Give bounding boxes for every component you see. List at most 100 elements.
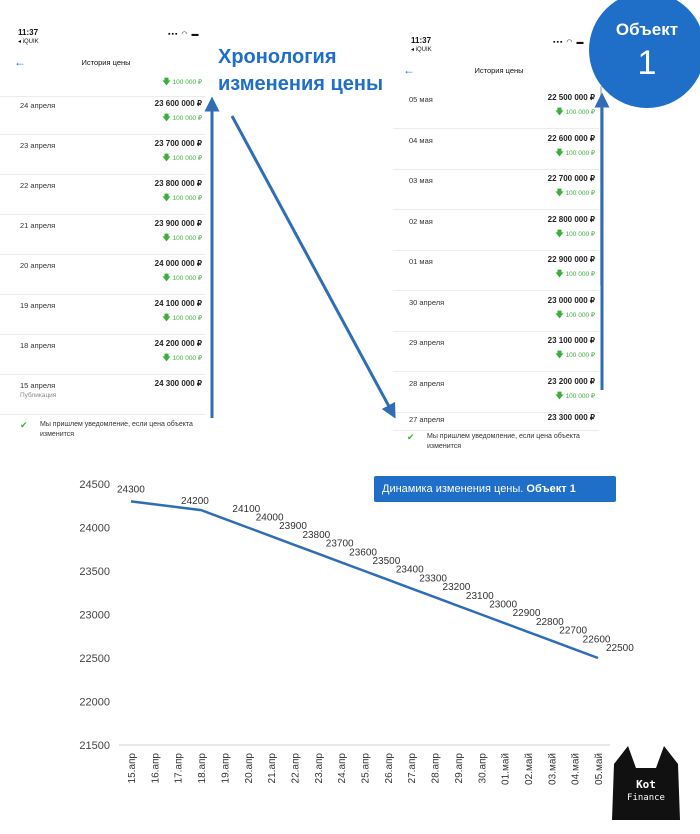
row-price: 23 100 000 ₽ <box>547 336 595 345</box>
down-arrow-icon: 🡇 <box>555 228 564 238</box>
x-tick-label: 15.апр <box>127 753 138 784</box>
annotation-title: Хронология изменения цены <box>218 46 384 95</box>
row-date: 30 апреля <box>409 297 445 307</box>
row-price: 24 300 000 ₽ <box>154 379 202 388</box>
down-arrow-icon: 🡇 <box>162 313 171 322</box>
list-item: 03 мая 22 700 000 ₽ 🡇 100 000 ₽ <box>393 169 599 210</box>
down-arrow-icon: 🡇 <box>162 153 171 162</box>
x-tick-label: 18.апр <box>197 753 208 784</box>
row-date: 29 апреля <box>409 338 445 347</box>
row-date: 20 апреля <box>20 261 56 270</box>
x-tick-label: 29.апр <box>454 753 465 784</box>
list-item: 01 мая 22 900 000 ₽ 🡇 100 000 ₽ <box>393 250 599 291</box>
x-tick-label: 28.апр <box>431 753 442 784</box>
down-arrow-icon: 🡇 <box>555 188 564 197</box>
x-tick-label: 16.апр <box>150 753 161 784</box>
check-icon: ✔ <box>20 420 28 430</box>
list-item: 21 апреля 23 900 000 ₽ 🡇 100 000 ₽ <box>0 214 206 255</box>
y-tick-label: 22000 <box>79 697 110 709</box>
price-delta: 🡇 100 000 ₽ <box>555 269 595 278</box>
row-price: 23 800 000 ₽ <box>154 179 202 188</box>
row-date: 18 апреля <box>20 341 56 350</box>
data-label: 22900 <box>513 608 541 619</box>
down-arrow-icon: 🡇 <box>555 309 564 319</box>
data-label: 23000 <box>489 600 517 611</box>
price-delta: 🡇 100 000 ₽ <box>162 313 202 322</box>
status-icons: ▪▪▪ ◠ ▬ <box>553 39 585 46</box>
list-item: 02 мая 22 800 000 ₽ 🡇 100 000 ₽ <box>393 210 599 251</box>
status-carrier: ◂ iQUIK <box>411 47 432 53</box>
down-arrow-icon: 🡇 <box>162 233 171 242</box>
y-tick-label: 23500 <box>79 566 110 578</box>
price-delta: 🡇 100 000 ₽ <box>162 233 202 242</box>
price-delta: 🡇 100 000 ₽ <box>555 188 595 197</box>
down-arrow-icon: 🡇 <box>555 350 564 359</box>
status-icons: ▪▪▪ ◠ ▬ <box>168 31 200 38</box>
row-date: 28 апреля <box>409 378 445 388</box>
x-tick-label: 05.май <box>594 753 605 785</box>
price-delta: 🡇 100 000 ₽ <box>162 353 202 362</box>
price-delta: 🡇 100 000 ₽ <box>162 193 202 202</box>
y-tick-label: 22500 <box>79 653 110 665</box>
list-item: 22 апреля 23 800 000 ₽ 🡇 100 000 ₽ <box>0 174 206 215</box>
series-line <box>130 500 599 660</box>
data-label: 22500 <box>606 643 634 654</box>
row-date: 03 мая <box>409 176 433 185</box>
data-label: 22600 <box>583 634 611 645</box>
down-arrow-icon: 🡇 <box>555 390 564 400</box>
data-label: 24000 <box>256 513 284 524</box>
list-item: 29 апреля 23 100 000 ₽ 🡇 100 000 ₽ <box>393 331 599 372</box>
price-delta: 🡇 100 000 ₽ <box>555 350 595 359</box>
row-date: 15 апреля <box>20 381 56 390</box>
price-delta: 🡇 100 000 ₽ <box>555 107 595 116</box>
x-tick-label: 04.май <box>571 753 582 785</box>
x-tick-label: 17.апр <box>174 753 185 784</box>
x-tick-label: 23.апр <box>314 753 325 784</box>
row-price: 23 600 000 ₽ <box>154 99 202 108</box>
down-arrow-icon: 🡇 <box>555 107 564 116</box>
x-tick-label: 30.апр <box>477 753 488 784</box>
status-time: 11:37 <box>18 28 39 37</box>
row-price: 22 800 000 ₽ <box>547 214 595 224</box>
price-delta: 🡇 100 000 ₽ <box>162 113 202 122</box>
price-delta: 🡇 100 000 ₽ <box>555 147 595 157</box>
logo-text-finance: Finance <box>627 793 665 803</box>
notification-notice: ✔ Мы пришлем уведомление, если цена объе… <box>407 432 580 450</box>
data-label: 23200 <box>443 582 471 593</box>
phone-screenshot-left: 11:37 ◂ iQUIK ▪▪▪ ◠ ▬ ← История цены 🡇 10… <box>0 28 212 448</box>
badge-number: 1 <box>637 44 657 82</box>
logo-text-kot: Kot <box>636 778 656 791</box>
x-tick-label: 25.апр <box>361 753 372 784</box>
back-arrow-icon[interactable]: ← <box>403 63 415 77</box>
nav-title: История цены <box>81 58 131 67</box>
data-label: 23500 <box>373 556 401 567</box>
price-delta: 🡇 100 000 ₽ <box>555 228 595 238</box>
arrow-diagonal <box>230 115 396 419</box>
data-label: 24100 <box>232 504 260 515</box>
y-tick-label: 21500 <box>79 740 110 752</box>
phone-screenshot-right: 11:37 ◂ iQUIK ▪▪▪ ◠ ▬ ← История цены 05 … <box>393 36 605 456</box>
list-item: 24 апреля 23 600 000 ₽ 🡇 100 000 ₽ <box>0 94 206 135</box>
data-label: 22800 <box>536 617 564 628</box>
list-item: 27 апреля 23 300 000 ₽ <box>393 408 599 431</box>
row-price: 23 900 000 ₽ <box>154 219 202 228</box>
row-price: 24 200 000 ₽ <box>154 339 202 348</box>
publication-note: Публикация <box>20 392 57 399</box>
check-icon: ✔ <box>407 432 415 442</box>
notification-notice: ✔ Мы пришлем уведомление, если цена объе… <box>20 420 193 438</box>
list-item: 28 апреля 23 200 000 ₽ 🡇 100 000 ₽ <box>393 372 599 413</box>
navbar: ← История цены <box>0 56 212 70</box>
back-arrow-icon[interactable]: ← <box>14 55 26 69</box>
down-arrow-icon: 🡇 <box>162 273 171 282</box>
badge-label: Объект <box>615 20 679 39</box>
status-time: 11:37 <box>411 36 432 45</box>
x-tick-label: 27.апр <box>407 753 418 784</box>
row-price: 22 600 000 ₽ <box>547 133 595 143</box>
row-date: 02 мая <box>409 216 433 226</box>
data-label: 23300 <box>419 573 447 584</box>
data-label: 23800 <box>302 530 330 541</box>
row-date: 05 мая <box>409 95 433 104</box>
x-tick-label: 02.май <box>524 753 535 785</box>
price-delta: 🡇 100 000 ₽ <box>555 390 595 400</box>
x-tick-label: 20.апр <box>244 753 255 784</box>
